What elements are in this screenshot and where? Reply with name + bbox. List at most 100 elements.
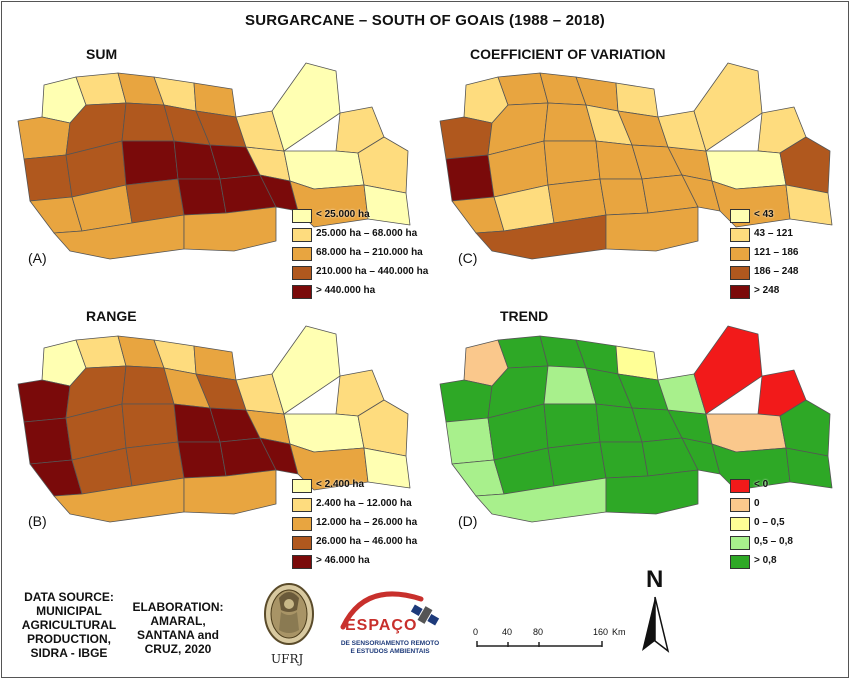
- map-range: [17, 325, 411, 523]
- municipality-region: [17, 116, 71, 160]
- credit-line: CRUZ, 2020: [144, 642, 212, 656]
- municipality-region: [711, 443, 791, 491]
- legend-swatch: [292, 479, 312, 493]
- credit-line: PRODUCTION,: [27, 632, 111, 646]
- espaco-subtitle: DE SENSORIAMENTO REMOTO E ESTUDOS AMBIEN…: [330, 640, 450, 656]
- legend-label: < 0: [754, 479, 769, 490]
- legend-swatch: [292, 536, 312, 550]
- panel-letter-trend: (D): [458, 513, 478, 529]
- map-cv: [439, 62, 833, 260]
- municipality-region: [693, 62, 763, 152]
- municipality-region: [599, 178, 649, 216]
- legend-label: > 248: [754, 285, 780, 296]
- legend-label: < 25.000 ha: [316, 209, 370, 220]
- legend-swatch: [730, 536, 750, 550]
- municipality-region: [363, 447, 411, 489]
- map-sum: [17, 62, 411, 260]
- municipality-region: [779, 136, 831, 194]
- municipality-region: [121, 403, 179, 449]
- credit-line: SIDRA - IBGE: [30, 646, 108, 660]
- ufrj-emblem-icon: [264, 583, 314, 645]
- municipality-region: [439, 116, 493, 160]
- legend-swatch: [292, 285, 312, 299]
- legend-label: > 440.000 ha: [316, 285, 376, 296]
- municipality-region: [363, 184, 411, 226]
- legend-label: > 46.000 ha: [316, 555, 370, 566]
- map-trend: [439, 325, 833, 523]
- credit-line: ELABORATION:: [132, 600, 224, 614]
- municipality-region: [183, 206, 277, 252]
- legend-swatch: [730, 479, 750, 493]
- espaco-subtitle-line: DE SENSORIAMENTO REMOTO: [340, 640, 440, 647]
- municipality-region: [23, 417, 73, 465]
- panel-title-sum: SUM: [86, 46, 118, 62]
- municipality-region: [543, 403, 601, 449]
- municipality-region: [357, 399, 409, 457]
- espaco-logo-icon: [340, 591, 440, 630]
- municipality-region: [177, 441, 227, 479]
- municipality-region: [271, 62, 341, 152]
- municipality-region: [445, 154, 495, 202]
- legend-swatch: [292, 228, 312, 242]
- ufrj-label: UFRJ: [271, 652, 304, 666]
- legend-label: 210.000 ha – 440.000 ha: [316, 266, 429, 277]
- legend-label: 0: [754, 498, 760, 509]
- data-source-credit: DATA SOURCE: MUNICIPAL AGRICULTURAL PROD…: [14, 590, 124, 660]
- espaco-label: ESPAÇO: [345, 617, 418, 634]
- municipality-region: [183, 469, 277, 515]
- page-title: SURGARCANE – SOUTH OF GOAIS (1988 – 2018…: [245, 12, 605, 29]
- credit-line: DATA SOURCE:: [24, 590, 114, 604]
- municipality-region: [439, 379, 493, 423]
- municipality-region: [711, 180, 791, 228]
- municipality-region: [779, 399, 831, 457]
- legend-swatch: [730, 266, 750, 280]
- scale-tick-label: 0: [473, 627, 479, 637]
- scale-tick-label: 80: [533, 627, 544, 637]
- legend-swatch: [292, 517, 312, 531]
- legend-label: 121 – 186: [754, 247, 799, 258]
- legend-label: > 0,8: [754, 555, 777, 566]
- municipality-region: [785, 447, 833, 489]
- north-arrow-icon: [642, 596, 670, 653]
- panel-letter-cv: (C): [458, 250, 478, 266]
- legend-swatch: [292, 209, 312, 223]
- legend-label: 0,5 – 0,8: [754, 536, 793, 547]
- legend-label: 0 – 0,5: [754, 517, 785, 528]
- legend-label: 186 – 248: [754, 266, 799, 277]
- panel-title-trend: TREND: [500, 308, 549, 324]
- elaboration-credit: ELABORATION: AMARAL, SANTANA and CRUZ, 2…: [128, 600, 228, 656]
- legend-label: 43 – 121: [754, 228, 793, 239]
- legend-swatch: [730, 247, 750, 261]
- scale-tick-label: 160: [593, 627, 609, 637]
- credit-line: MUNICIPAL: [36, 604, 102, 618]
- municipality-region: [693, 325, 763, 415]
- municipality-region: [543, 140, 601, 186]
- municipality-region: [177, 178, 227, 216]
- legend-label: 12.000 ha – 26.000 ha: [316, 517, 418, 528]
- legend-swatch: [292, 555, 312, 569]
- credit-line: AMARAL,: [150, 614, 206, 628]
- legend-swatch: [730, 498, 750, 512]
- panel-letter-sum: (A): [28, 250, 47, 266]
- legend-label: 26.000 ha – 46.000 ha: [316, 536, 418, 547]
- municipality-region: [605, 469, 699, 515]
- legend-label: 68.000 ha – 210.000 ha: [316, 247, 423, 258]
- municipality-region: [357, 136, 409, 194]
- municipality-region: [17, 379, 71, 423]
- scale-unit-label: Km: [612, 627, 626, 637]
- legend-swatch: [730, 555, 750, 569]
- legend-swatch: [730, 285, 750, 299]
- legend-swatch: [730, 517, 750, 531]
- credit-line: AGRICULTURAL: [21, 618, 117, 632]
- legend-label: < 43: [754, 209, 774, 220]
- panel-title-range: RANGE: [86, 308, 137, 324]
- municipality-region: [785, 184, 833, 226]
- north-letter: N: [646, 566, 664, 593]
- scale-bar: [476, 641, 603, 647]
- municipality-region: [23, 154, 73, 202]
- scale-tick-label: 40: [502, 627, 513, 637]
- legend-swatch: [292, 247, 312, 261]
- legend-swatch: [730, 209, 750, 223]
- municipality-region: [445, 417, 495, 465]
- municipality-region: [605, 206, 699, 252]
